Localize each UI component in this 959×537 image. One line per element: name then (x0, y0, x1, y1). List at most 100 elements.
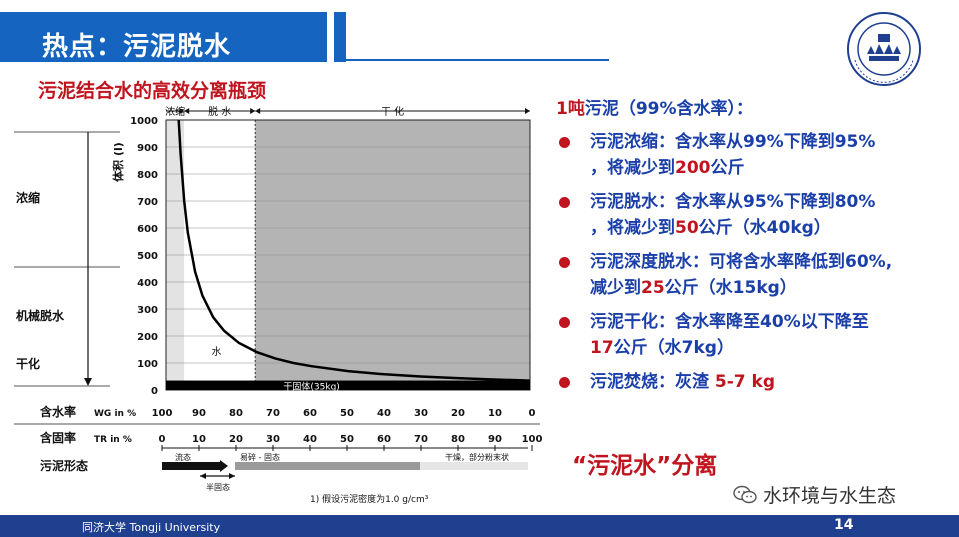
bullet-text: 污泥深度脱水：可将含水率降低到60%, (590, 252, 893, 272)
bullet-dot-icon (559, 197, 570, 208)
bullet-line: 污泥干化：含水率降至40%以下降至 (590, 309, 951, 335)
zone-label: 浓缩 (165, 105, 185, 118)
wechat-watermark: 水环境与水生态 (733, 481, 896, 508)
y-tick-label: 0 (151, 386, 158, 397)
bullet-text: 污泥浓缩：含水率从99%下降到95% (590, 132, 876, 152)
x-tick-label: 80 (451, 434, 465, 445)
bullet-highlight: 25 (641, 278, 665, 298)
bullet-item: 污泥深度脱水：可将含水率降低到60%, 减少到25公斤（水15kg） (556, 249, 951, 301)
wechat-icon (733, 485, 757, 503)
zone-arrowhead-icon (255, 108, 261, 114)
bullet-list: 1吨污泥（99%含水率）： 污泥浓缩：含水率从99%下降到95% ，将减少到200… (556, 94, 951, 403)
x-tick-label: 0 (159, 434, 166, 445)
y-tick-label: 800 (137, 170, 158, 181)
form-bar-solid (235, 462, 528, 470)
lead-line: 1吨污泥（99%含水率）： (556, 94, 951, 119)
bullet-text: 污泥脱水：含水率从95%下降到80% (590, 192, 876, 212)
row-label: 含固率 (40, 430, 76, 445)
zone-label: 脱 水 (208, 105, 231, 118)
dewatering-chart: 浓缩脱 水干 化 0 100 200 300 400 500 600 700 800 900 1000… (10, 102, 550, 514)
chart-heading: 污泥结合水的高效分离瓶颈 (38, 80, 267, 102)
chart-svg: 浓缩脱 水干 化01002003004005006007008009001000… (14, 105, 543, 505)
x-tick-label: 60 (377, 434, 391, 445)
university-logo (847, 12, 921, 86)
y-tick-label: 100 (137, 359, 158, 370)
lead-text: 污泥（99%含水率）： (584, 99, 754, 119)
bullet-text: 减少到 (590, 278, 641, 298)
bullet-text: 公斤（水7kg） (613, 338, 734, 358)
bullet-line: 污泥焚烧：灰渣 5-7 kg (590, 369, 951, 395)
row-label: 含水率 (40, 404, 76, 419)
axis-unit-label: WG in % (94, 409, 136, 419)
bullet-dot-icon (559, 377, 570, 388)
bullet-text: 污泥干化：含水率降至40%以下降至 (590, 312, 869, 332)
bullet-dot-icon (559, 257, 570, 268)
left-stage-label: 干化 (16, 356, 40, 371)
bullet-item: 污泥浓缩：含水率从99%下降到95% ，将减少到200公斤 (556, 129, 951, 181)
x-tick-label: 50 (340, 408, 354, 419)
bullet-item: 污泥脱水：含水率从95%下降到80% ，将减少到50公斤（水40kg） (556, 189, 951, 241)
bullet-highlight: 200 (675, 158, 711, 178)
x-tick-label: 90 (192, 408, 206, 419)
x-tick-label: 20 (229, 434, 243, 445)
y-axis-label: 体积 (l) (111, 142, 125, 182)
x-tick-label: 90 (488, 434, 502, 445)
row-label: 污泥形态 (40, 458, 88, 473)
x-tick-label: 80 (229, 408, 243, 419)
bullet-line: 污泥浓缩：含水率从99%下降到95% (590, 129, 951, 155)
bullet-text: 污泥焚烧：灰渣 (590, 372, 715, 392)
zone-arrowhead-icon (184, 108, 190, 114)
x-tick-label: 100 (152, 408, 173, 419)
x-tick-label: 10 (192, 434, 206, 445)
bullet-text: 公斤（水40kg） (698, 218, 831, 238)
left-stage-label: 机械脱水 (16, 308, 65, 323)
form-bar-fluid (162, 462, 220, 470)
bullet-dot-icon (559, 317, 570, 328)
y-tick-label: 400 (137, 278, 158, 289)
bullet-line: 污泥深度脱水：可将含水率降低到60%, (590, 249, 951, 275)
right-arrow-icon (220, 460, 228, 472)
right-arrow-icon (229, 473, 235, 479)
zone-label: 干 化 (381, 105, 404, 118)
y-tick-label: 1000 (130, 116, 158, 127)
bullet-dot-icon (559, 137, 570, 148)
zone-arrowhead-icon (525, 108, 530, 114)
x-tick-label: 70 (266, 408, 280, 419)
bullet-item: 污泥焚烧：灰渣 5-7 kg (556, 369, 951, 395)
footer-bar: 同济大学 Tongji University 14 (0, 515, 959, 537)
axis-unit-label: TR in % (94, 435, 132, 445)
bullet-line: 17公斤（水7kg） (590, 335, 951, 361)
wechat-label: 水环境与水生态 (763, 485, 897, 507)
x-tick-label: 100 (522, 434, 543, 445)
x-tick-label: 50 (340, 434, 354, 445)
solids-bar (166, 380, 530, 390)
form-label: 半固态 (206, 482, 230, 492)
x-tick-label: 30 (414, 408, 428, 419)
title-accent (334, 12, 346, 62)
lead-prefix: 1吨 (556, 99, 585, 119)
x-tick-label: 70 (414, 434, 428, 445)
bullet-line: ，将减少到50公斤（水40kg） (590, 215, 951, 241)
bullet-item: 污泥干化：含水率降至40%以下降至 17公斤（水7kg） (556, 309, 951, 361)
x-tick-label: 60 (303, 408, 317, 419)
curve-label: 水 (212, 346, 222, 358)
title-bar: 热点：污泥脱水 (0, 12, 327, 62)
slide-title: 热点：污泥脱水 (42, 32, 232, 62)
form-bar-dry (420, 462, 528, 470)
bullet-line: ，将减少到200公斤 (590, 155, 951, 181)
x-tick-label: 30 (266, 434, 280, 445)
y-tick-label: 200 (137, 332, 158, 343)
bullet-text: 公斤（水15kg） (664, 278, 797, 298)
y-tick-label: 700 (137, 197, 158, 208)
solids-label: 干固体(35kg) (283, 381, 339, 393)
zone-arrowhead-icon (250, 108, 256, 114)
bullet-line: 减少到25公斤（水15kg） (590, 275, 951, 301)
y-tick-label: 300 (137, 305, 158, 316)
bullet-highlight: 50 (675, 218, 699, 238)
y-tick-label: 600 (137, 224, 158, 235)
y-tick-label: 900 (137, 143, 158, 154)
x-tick-label: 0 (529, 408, 536, 419)
left-arrow-icon (200, 473, 206, 479)
bullet-text: ，将减少到 (590, 218, 675, 238)
x-tick-label: 40 (303, 434, 317, 445)
